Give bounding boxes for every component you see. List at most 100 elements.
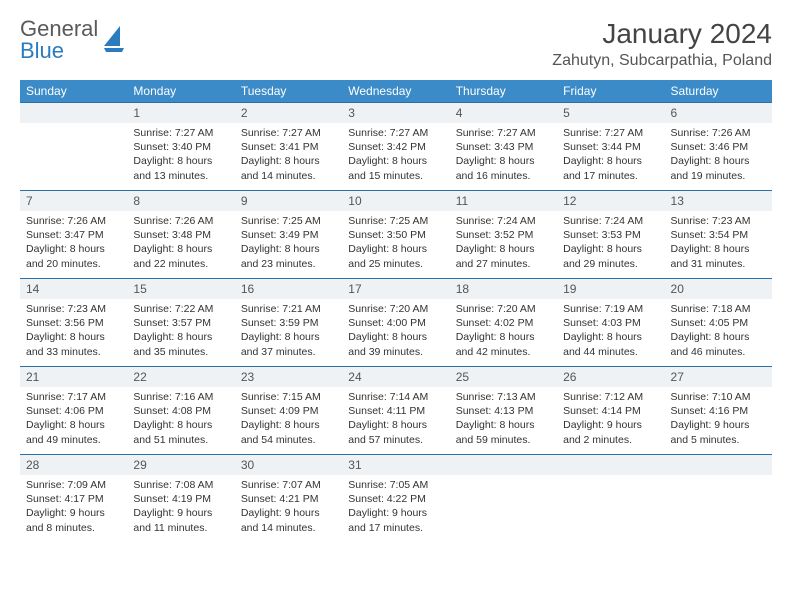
sunset-text: Sunset: 3:47 PM bbox=[26, 228, 121, 242]
calendar-cell: 6Sunrise: 7:26 AMSunset: 3:46 PMDaylight… bbox=[665, 102, 772, 190]
sunrise-text: Sunrise: 7:20 AM bbox=[456, 302, 551, 316]
month-title: January 2024 bbox=[552, 18, 772, 50]
day-number: 18 bbox=[450, 278, 557, 299]
daylight-text: Daylight: 8 hours and 31 minutes. bbox=[671, 242, 766, 270]
calendar-cell: 28Sunrise: 7:09 AMSunset: 4:17 PMDayligh… bbox=[20, 454, 127, 542]
day-number: 31 bbox=[342, 454, 449, 475]
day-content: Sunrise: 7:21 AMSunset: 3:59 PMDaylight:… bbox=[235, 299, 342, 365]
sunset-text: Sunset: 3:46 PM bbox=[671, 140, 766, 154]
logo-sail-icon bbox=[102, 24, 128, 57]
sunrise-text: Sunrise: 7:26 AM bbox=[133, 214, 228, 228]
sunset-text: Sunset: 4:21 PM bbox=[241, 492, 336, 506]
daylight-text: Daylight: 8 hours and 14 minutes. bbox=[241, 154, 336, 182]
sunset-text: Sunset: 4:11 PM bbox=[348, 404, 443, 418]
daylight-text: Daylight: 8 hours and 42 minutes. bbox=[456, 330, 551, 358]
day-content: Sunrise: 7:26 AMSunset: 3:46 PMDaylight:… bbox=[665, 123, 772, 189]
calendar-cell: 11Sunrise: 7:24 AMSunset: 3:52 PMDayligh… bbox=[450, 190, 557, 278]
day-content: Sunrise: 7:17 AMSunset: 4:06 PMDaylight:… bbox=[20, 387, 127, 453]
calendar-week-row: 21Sunrise: 7:17 AMSunset: 4:06 PMDayligh… bbox=[20, 366, 772, 454]
day-header: Sunday bbox=[20, 80, 127, 102]
calendar-cell: 19Sunrise: 7:19 AMSunset: 4:03 PMDayligh… bbox=[557, 278, 664, 366]
sunset-text: Sunset: 4:22 PM bbox=[348, 492, 443, 506]
calendar-cell: 25Sunrise: 7:13 AMSunset: 4:13 PMDayligh… bbox=[450, 366, 557, 454]
day-header: Wednesday bbox=[342, 80, 449, 102]
sunset-text: Sunset: 3:41 PM bbox=[241, 140, 336, 154]
daylight-text: Daylight: 8 hours and 44 minutes. bbox=[563, 330, 658, 358]
day-content: Sunrise: 7:07 AMSunset: 4:21 PMDaylight:… bbox=[235, 475, 342, 541]
day-number: 25 bbox=[450, 366, 557, 387]
sunrise-text: Sunrise: 7:25 AM bbox=[241, 214, 336, 228]
day-content: Sunrise: 7:26 AMSunset: 3:48 PMDaylight:… bbox=[127, 211, 234, 277]
sunrise-text: Sunrise: 7:07 AM bbox=[241, 478, 336, 492]
calendar-cell: 20Sunrise: 7:18 AMSunset: 4:05 PMDayligh… bbox=[665, 278, 772, 366]
sunset-text: Sunset: 3:48 PM bbox=[133, 228, 228, 242]
day-number: 5 bbox=[557, 102, 664, 123]
calendar-cell: 10 Sunrise: 7:25 AMSunset: 3:50 PMDayligh… bbox=[342, 190, 449, 278]
day-number: 3 bbox=[342, 102, 449, 123]
daylight-text: Daylight: 8 hours and 37 minutes. bbox=[241, 330, 336, 358]
sunset-text: Sunset: 3:43 PM bbox=[456, 140, 551, 154]
sunset-text: Sunset: 3:52 PM bbox=[456, 228, 551, 242]
calendar-cell bbox=[450, 454, 557, 542]
day-number: 2 bbox=[235, 102, 342, 123]
calendar-week-row: 7Sunrise: 7:26 AMSunset: 3:47 PMDaylight… bbox=[20, 190, 772, 278]
sunset-text: Sunset: 4:06 PM bbox=[26, 404, 121, 418]
sunrise-text: Sunrise: 7:22 AM bbox=[133, 302, 228, 316]
daylight-text: Daylight: 9 hours and 2 minutes. bbox=[563, 418, 658, 446]
calendar-cell: 1Sunrise: 7:27 AMSunset: 3:40 PMDaylight… bbox=[127, 102, 234, 190]
day-content: Sunrise: 7:24 AMSunset: 3:52 PMDaylight:… bbox=[450, 211, 557, 277]
daylight-text: Daylight: 8 hours and 25 minutes. bbox=[348, 242, 443, 270]
sunrise-text: Sunrise: 7:13 AM bbox=[456, 390, 551, 404]
calendar-cell: 5Sunrise: 7:27 AMSunset: 3:44 PMDaylight… bbox=[557, 102, 664, 190]
sunset-text: Sunset: 3:50 PM bbox=[348, 228, 443, 242]
day-header: Saturday bbox=[665, 80, 772, 102]
sunrise-text: Sunrise: 7:20 AM bbox=[348, 302, 443, 316]
day-number: 10 bbox=[342, 190, 449, 211]
day-number: 13 bbox=[665, 190, 772, 211]
daylight-text: Daylight: 8 hours and 59 minutes. bbox=[456, 418, 551, 446]
day-content: Sunrise: 7:12 AMSunset: 4:14 PMDaylight:… bbox=[557, 387, 664, 453]
day-number: 14 bbox=[20, 278, 127, 299]
calendar-cell: 29Sunrise: 7:08 AMSunset: 4:19 PMDayligh… bbox=[127, 454, 234, 542]
day-number: 20 bbox=[665, 278, 772, 299]
daylight-text: Daylight: 8 hours and 57 minutes. bbox=[348, 418, 443, 446]
sunset-text: Sunset: 3:40 PM bbox=[133, 140, 228, 154]
day-number: 1 bbox=[127, 102, 234, 123]
sunrise-text: Sunrise: 7:19 AM bbox=[563, 302, 658, 316]
calendar-body: 1Sunrise: 7:27 AMSunset: 3:40 PMDaylight… bbox=[20, 102, 772, 542]
calendar-cell: 9Sunrise: 7:25 AMSunset: 3:49 PMDaylight… bbox=[235, 190, 342, 278]
calendar-cell: 30Sunrise: 7:07 AMSunset: 4:21 PMDayligh… bbox=[235, 454, 342, 542]
sunset-text: Sunset: 3:54 PM bbox=[671, 228, 766, 242]
daylight-text: Daylight: 9 hours and 5 minutes. bbox=[671, 418, 766, 446]
calendar-cell: 24Sunrise: 7:14 AMSunset: 4:11 PMDayligh… bbox=[342, 366, 449, 454]
day-content: Sunrise: 7:27 AMSunset: 3:44 PMDaylight:… bbox=[557, 123, 664, 189]
daylight-text: Daylight: 8 hours and 49 minutes. bbox=[26, 418, 121, 446]
day-number: 29 bbox=[127, 454, 234, 475]
day-content: Sunrise: 7:26 AMSunset: 3:47 PMDaylight:… bbox=[20, 211, 127, 277]
day-number: 28 bbox=[20, 454, 127, 475]
daylight-text: Daylight: 8 hours and 35 minutes. bbox=[133, 330, 228, 358]
day-number: 7 bbox=[20, 190, 127, 211]
sunset-text: Sunset: 3:44 PM bbox=[563, 140, 658, 154]
sunrise-text: Sunrise: 7:27 AM bbox=[241, 126, 336, 140]
calendar-cell: 7Sunrise: 7:26 AMSunset: 3:47 PMDaylight… bbox=[20, 190, 127, 278]
day-content: Sunrise: 7:27 AMSunset: 3:41 PMDaylight:… bbox=[235, 123, 342, 189]
location: Zahutyn, Subcarpathia, Poland bbox=[552, 52, 772, 70]
calendar-cell: 3Sunrise: 7:27 AMSunset: 3:42 PMDaylight… bbox=[342, 102, 449, 190]
header: General Blue January 2024 Zahutyn, Subca… bbox=[20, 18, 772, 70]
day-number: 15 bbox=[127, 278, 234, 299]
calendar-cell bbox=[557, 454, 664, 542]
day-number bbox=[665, 454, 772, 475]
sunrise-text: Sunrise: 7:27 AM bbox=[456, 126, 551, 140]
calendar-cell: 27Sunrise: 7:10 AMSunset: 4:16 PMDayligh… bbox=[665, 366, 772, 454]
day-content: Sunrise: 7:25 AMSunset: 3:49 PMDaylight:… bbox=[235, 211, 342, 277]
day-number: 12 bbox=[557, 190, 664, 211]
daylight-text: Daylight: 8 hours and 20 minutes. bbox=[26, 242, 121, 270]
day-content: Sunrise: 7:22 AMSunset: 3:57 PMDaylight:… bbox=[127, 299, 234, 365]
sunrise-text: Sunrise: 7:12 AM bbox=[563, 390, 658, 404]
day-content: Sunrise: 7:15 AMSunset: 4:09 PMDaylight:… bbox=[235, 387, 342, 453]
sunset-text: Sunset: 4:19 PM bbox=[133, 492, 228, 506]
sunrise-text: Sunrise: 7:25 AM bbox=[348, 214, 443, 228]
day-content: Sunrise: 7:27 AMSunset: 3:40 PMDaylight:… bbox=[127, 123, 234, 189]
brand-logo: General Blue bbox=[20, 18, 128, 62]
